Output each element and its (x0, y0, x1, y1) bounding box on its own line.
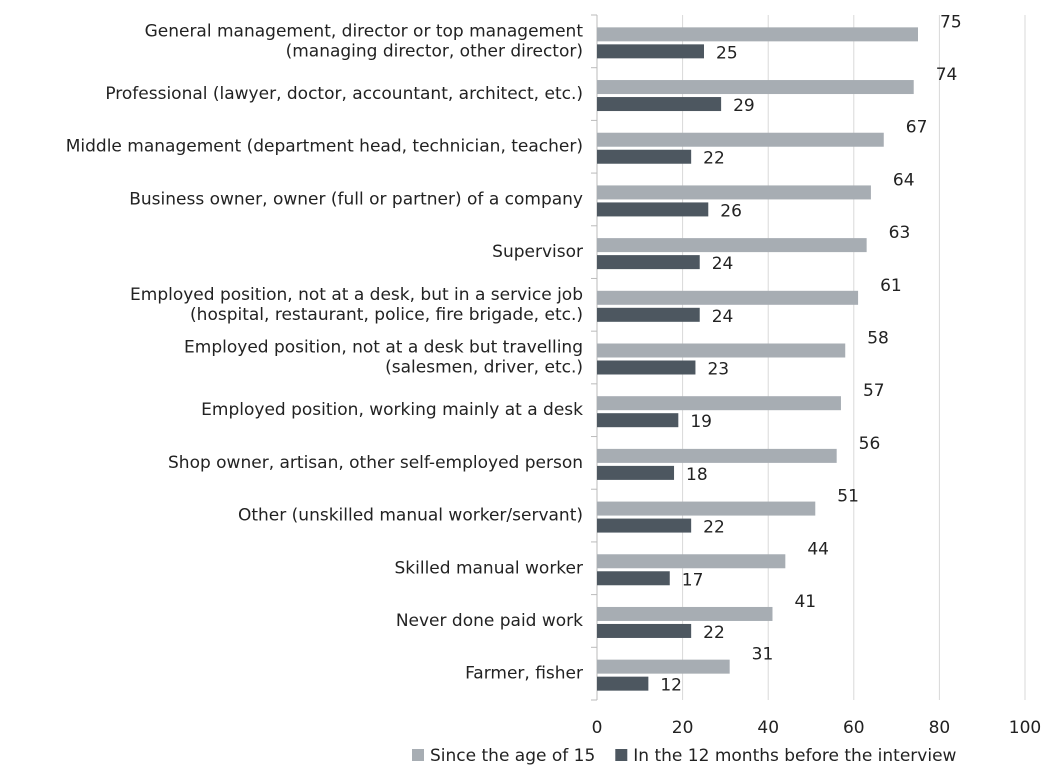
y-tick-label: Never done paid work (396, 611, 583, 631)
x-tick-label: 80 (929, 718, 951, 738)
bar (597, 413, 679, 428)
bar (597, 343, 846, 358)
x-tick-label: 60 (843, 718, 865, 738)
legend-swatch (412, 749, 424, 761)
value-label: 29 (733, 96, 755, 116)
value-label: 25 (716, 43, 738, 63)
y-tick-label: Farmer, fisher (465, 664, 583, 684)
value-label: 22 (703, 149, 725, 169)
y-tick-label: General management, director or top mana… (145, 21, 584, 61)
y-tick-label: Business owner, owner (full or partner) … (129, 189, 583, 209)
x-tick-label: 20 (672, 718, 694, 738)
value-label: 22 (703, 623, 725, 643)
legend-swatch (615, 749, 628, 761)
bar (597, 360, 696, 375)
y-tick-label: Middle management (department head, tech… (66, 137, 583, 157)
y-tick-label: Professional (lawyer, doctor, accountant… (105, 84, 583, 104)
bar (597, 202, 709, 217)
bar (597, 676, 649, 691)
value-label: 26 (720, 201, 742, 221)
bar (597, 518, 692, 533)
value-label: 57 (863, 381, 885, 401)
value-label: 74 (936, 65, 958, 85)
value-label: 41 (794, 592, 816, 612)
x-tick-label: 100 (1009, 718, 1041, 738)
bar (597, 132, 884, 147)
bar (597, 307, 700, 322)
y-tick-label: Other (unskilled manual worker/servant) (238, 506, 583, 526)
bar (597, 149, 692, 164)
y-tick-label: Supervisor (492, 242, 583, 262)
value-label: 24 (712, 254, 734, 274)
value-label: 44 (807, 539, 829, 559)
value-label: 23 (707, 360, 729, 380)
bar (597, 44, 704, 59)
legend-label: In the 12 months before the interview (633, 746, 956, 766)
bar (597, 571, 670, 586)
legend-label: Since the age of 15 (430, 746, 595, 766)
y-tick-label: Employed position, not at a desk, but in… (130, 285, 583, 325)
bar (597, 80, 914, 95)
bar (597, 290, 859, 305)
value-label: 67 (906, 118, 928, 138)
y-tick-label: Employed position, working mainly at a d… (201, 400, 583, 420)
value-label: 64 (893, 170, 915, 190)
value-label: 51 (837, 487, 859, 507)
value-label: 56 (859, 434, 881, 454)
legend: Since the age of 15 In the 12 months befo… (412, 746, 957, 766)
bar (597, 623, 692, 638)
bar (597, 501, 816, 516)
x-tick-label: 40 (757, 718, 779, 738)
y-tick-label: Employed position, not at a desk but tra… (184, 338, 583, 378)
bar (597, 27, 918, 42)
bar (597, 396, 841, 411)
value-label: 22 (703, 518, 725, 538)
bar (597, 185, 871, 200)
y-tick-label: Skilled manual worker (394, 558, 583, 578)
value-label: 18 (686, 465, 708, 485)
bar (597, 97, 722, 112)
bar (597, 465, 675, 480)
value-label: 19 (690, 412, 712, 432)
bar (597, 448, 837, 463)
value-label: 17 (682, 570, 704, 590)
value-label: 63 (889, 223, 911, 243)
bar (597, 554, 786, 569)
bar (597, 255, 700, 270)
value-label: 61 (880, 276, 902, 296)
value-label: 58 (867, 329, 889, 349)
value-label: 24 (712, 307, 734, 327)
bar (597, 659, 730, 674)
bar (597, 238, 867, 253)
bar (597, 606, 773, 621)
value-label: 75 (940, 12, 962, 32)
value-label: 31 (752, 645, 774, 665)
y-tick-label: Shop owner, artisan, other self-employed… (168, 453, 583, 473)
x-tick-label: 0 (592, 718, 603, 738)
value-label: 12 (660, 676, 682, 696)
